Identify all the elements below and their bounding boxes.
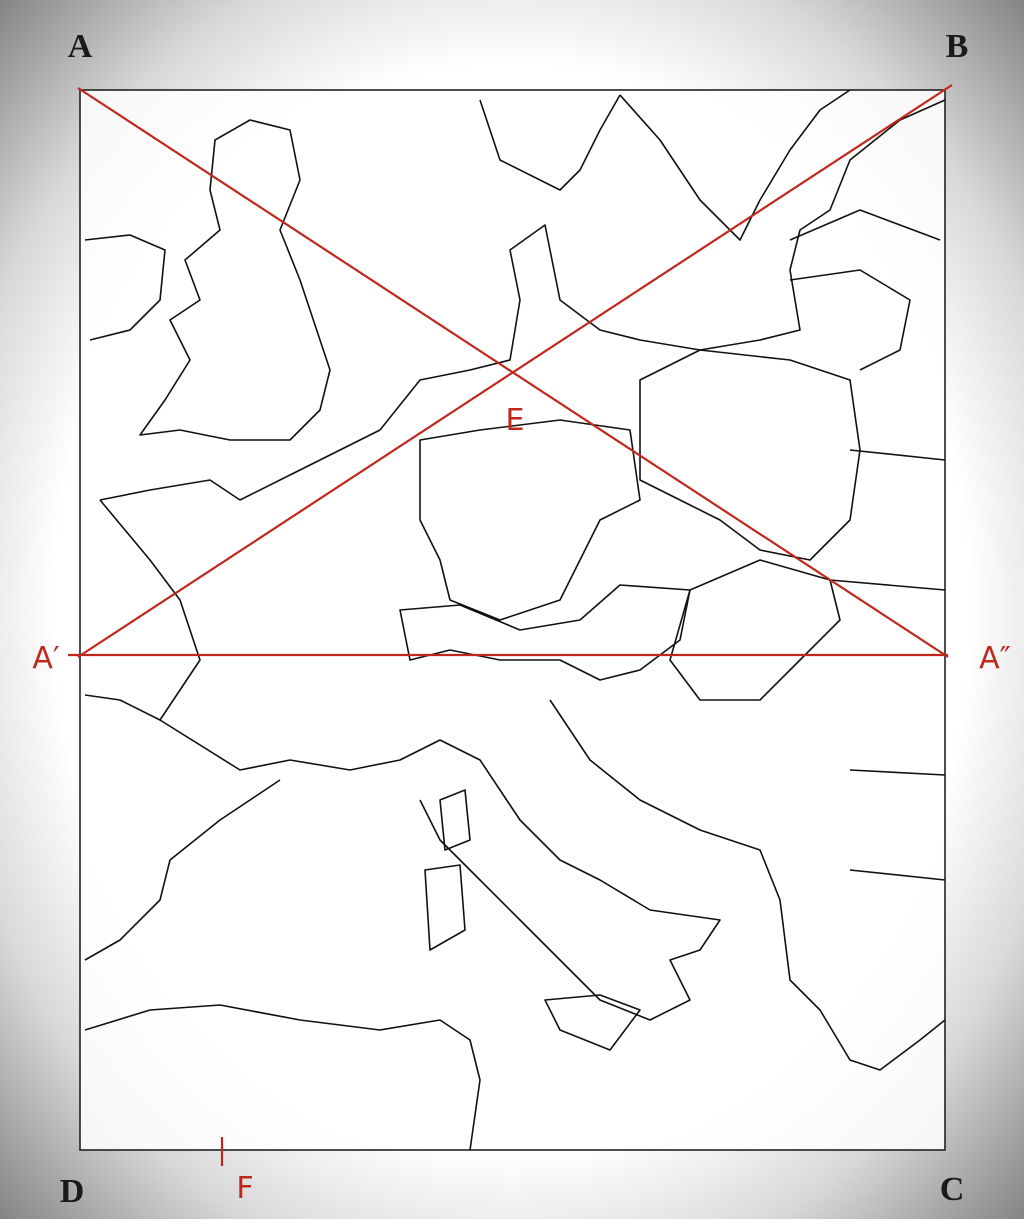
point-label: F [236, 1171, 253, 1206]
point-label: E [506, 403, 525, 438]
point-label: A′ [32, 641, 60, 676]
corner-label: D [60, 1173, 85, 1210]
point-label: A″ [979, 641, 1011, 676]
page: A B C D E F A′ A″ (() => { const data = … [0, 0, 1024, 1219]
map: A B C D E F A′ A″ [0, 0, 1024, 1219]
corner-label: C [940, 1171, 965, 1208]
corner-label: A [68, 28, 93, 65]
corner-label: B [946, 28, 969, 65]
